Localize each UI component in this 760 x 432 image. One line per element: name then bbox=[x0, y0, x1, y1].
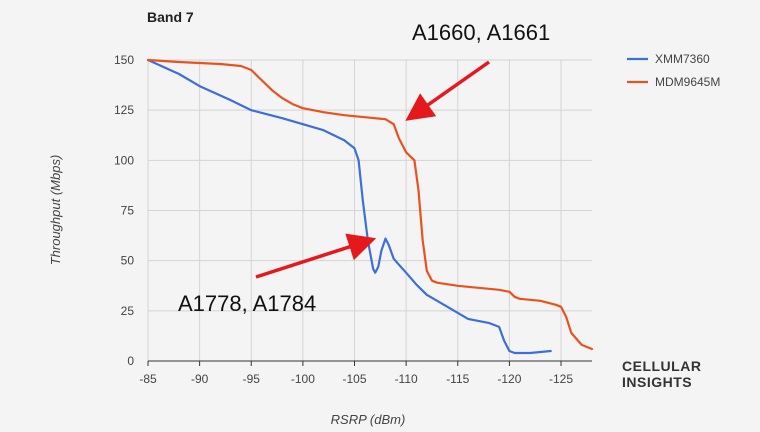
annotation-label-2: A1778, A1784 bbox=[178, 291, 316, 316]
y-tick-label: 150 bbox=[114, 53, 134, 67]
x-tick-label: -100 bbox=[291, 372, 315, 386]
y-tick-label: 75 bbox=[121, 204, 135, 218]
y-tick-label: 100 bbox=[114, 153, 134, 167]
chart-title: Band 7 bbox=[147, 9, 194, 25]
annotations: A1660, A1661 A1778, A1784 bbox=[178, 20, 550, 316]
cellular-insights-logo: CELLULAR INSIGHTS bbox=[622, 358, 742, 390]
brand-line-1: CELLULAR bbox=[622, 358, 702, 374]
x-axis-title: RSRP (dBm) bbox=[331, 412, 406, 427]
x-tick-label: -110 bbox=[395, 372, 418, 386]
x-tick-label: -90 bbox=[191, 372, 209, 386]
legend-label-mdm9645m: MDM9645M bbox=[655, 75, 720, 89]
annotation-label-1: A1660, A1661 bbox=[412, 20, 550, 45]
annotation-arrow-1 bbox=[405, 60, 491, 121]
x-tick-label: -95 bbox=[243, 372, 261, 386]
axes: 0 25 50 75 100 125 150 -85 -90 -95 -100 -105 -110 -11… bbox=[114, 53, 592, 386]
series-line-mdm9645m bbox=[146, 58, 594, 351]
series-line-xmm7360 bbox=[146, 58, 552, 355]
x-tick-label: -125 bbox=[549, 372, 573, 386]
x-tick-label: -115 bbox=[446, 372, 469, 386]
y-tick-label: 50 bbox=[121, 254, 135, 268]
brand-line-2: INSIGHTS bbox=[622, 374, 693, 390]
x-tick-label: -120 bbox=[497, 372, 521, 386]
y-tick-label: 0 bbox=[127, 354, 134, 368]
x-tick-label: -85 bbox=[139, 372, 157, 386]
annotation-arrow-2 bbox=[255, 233, 377, 279]
y-tick-label: 125 bbox=[114, 103, 134, 117]
y-axis-title: Throughput (Mbps) bbox=[48, 155, 63, 266]
legend: XMM7360 MDM9645M bbox=[627, 52, 720, 89]
x-tick-label: -105 bbox=[342, 372, 366, 386]
y-tick-label: 25 bbox=[121, 304, 135, 318]
series-lines bbox=[146, 58, 594, 355]
legend-label-xmm7360: XMM7360 bbox=[655, 52, 710, 66]
